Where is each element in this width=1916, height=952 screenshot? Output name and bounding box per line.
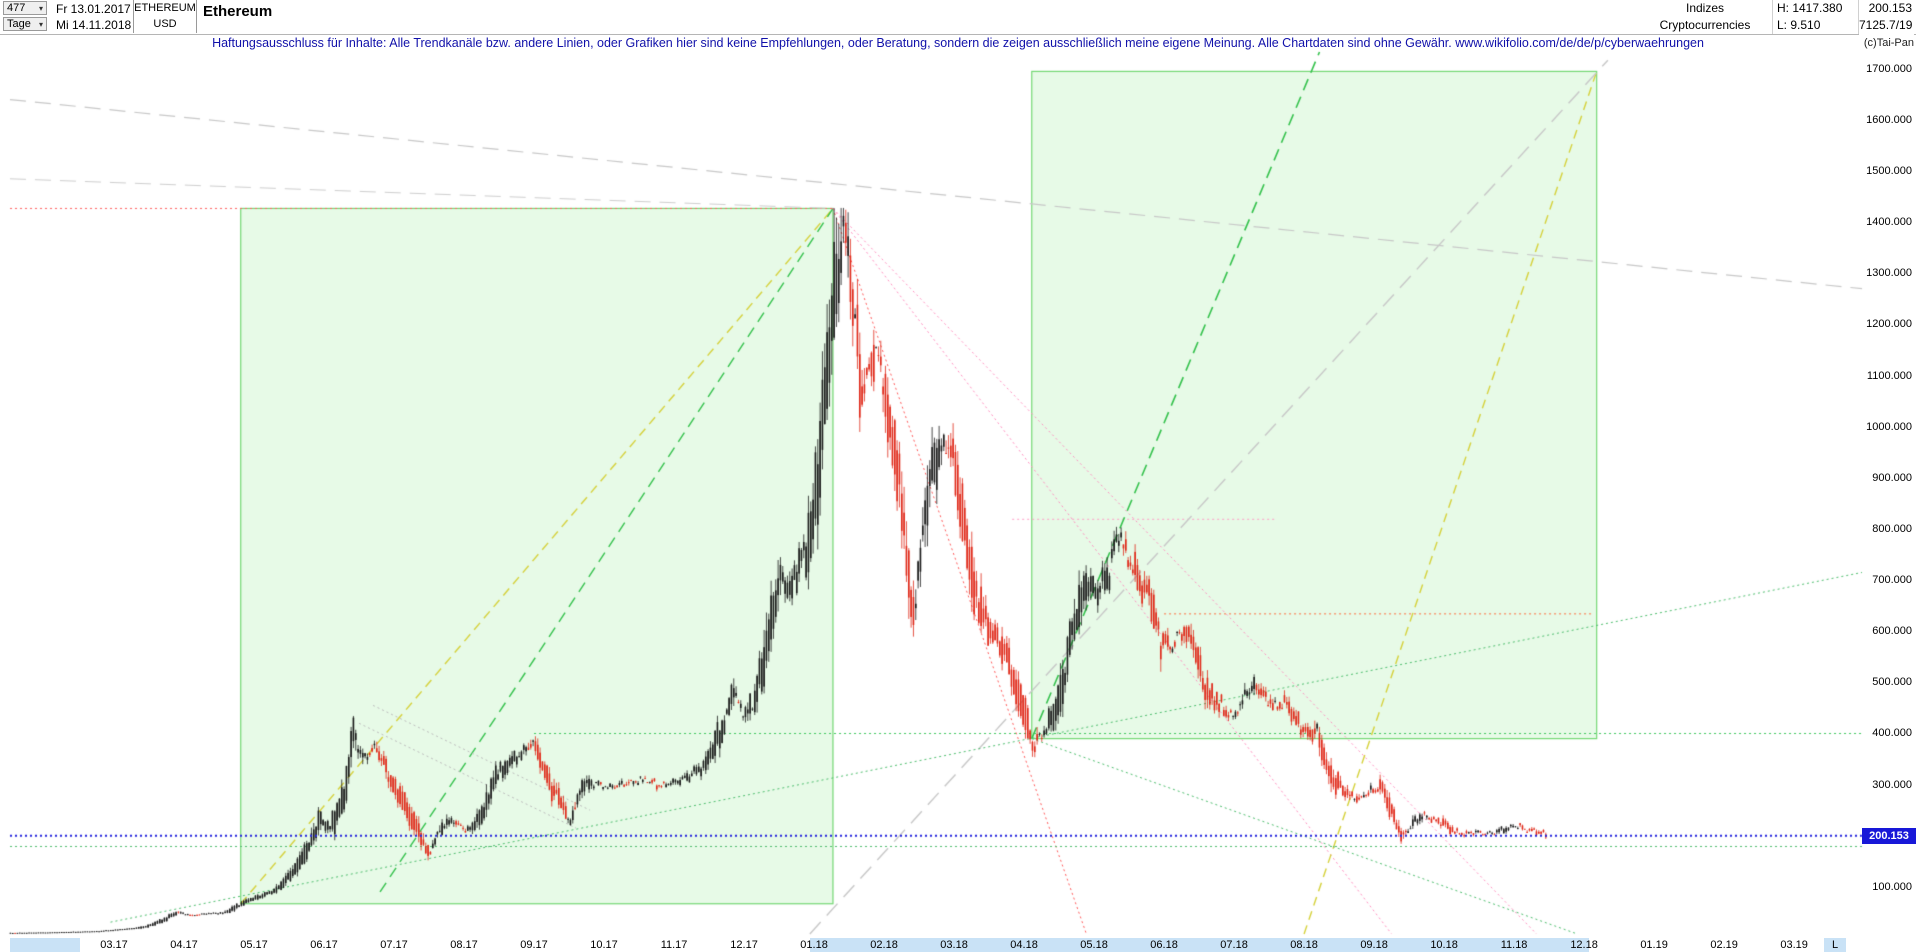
copyright-label: (c)Tai-Pan (1858, 34, 1914, 52)
time-axis: 03.17 04.17 05.17 06.17 07.17 08.17 09.17 10.17… (0, 938, 1916, 952)
symbol-name: ETHEREUM (134, 2, 196, 14)
first-bar-date: Fr 13.01.2017 (56, 2, 131, 16)
chevron-down-icon: ▾ (38, 3, 43, 13)
x-tick-label: 09.18 (1360, 939, 1388, 951)
x-tick-label: 02.18 (870, 939, 898, 951)
x-tick-label: 01.19 (1640, 939, 1668, 951)
x-tick-label: 03.19 (1780, 939, 1808, 951)
y-tick-label: 1600.000 (1866, 113, 1912, 126)
x-tick-label: 11.17 (660, 939, 688, 951)
x-tick-label: 02.19 (1710, 939, 1738, 951)
symbol-selector[interactable]: ETHEREUM USD (133, 0, 197, 33)
x-tick-label: 04.18 (1010, 939, 1038, 951)
high-low-info: H: 1417.380 L: 9.510 (1772, 0, 1863, 34)
period-dropdown[interactable]: Tage ▾ (3, 17, 47, 31)
price-axis: 100.000200.000300.000400.000500.000600.0… (1864, 0, 1916, 952)
bar-count-dropdown[interactable]: 477 ▾ (3, 1, 47, 15)
last-price-badge: 200.153 (1862, 827, 1916, 844)
y-tick-label: 800.000 (1872, 522, 1912, 535)
bar-count-value: 477 (7, 2, 26, 14)
y-tick-label: 500.000 (1872, 676, 1912, 689)
symbol-groups: Indizes Cryptocurrencies (1640, 0, 1770, 34)
x-tick-label: 05.18 (1080, 939, 1108, 951)
y-tick-label: 900.000 (1872, 471, 1912, 484)
x-tick-label: 07.17 (380, 939, 408, 951)
y-tick-label: 100.000 (1872, 880, 1912, 893)
y-tick-label: 400.000 (1872, 727, 1912, 740)
y-tick-label: 300.000 (1872, 778, 1912, 791)
x-tick-label: 10.17 (590, 939, 618, 951)
chart-title: Ethereum (203, 3, 273, 20)
x-tick-label: 09.17 (520, 939, 548, 951)
x-tick-label: 10.18 (1430, 939, 1458, 951)
x-tick-label: 03.17 (100, 939, 128, 951)
time-axis-highlight (809, 938, 1589, 952)
last-price-info: 200.153 7125.7/19 (1858, 0, 1914, 34)
x-tick-label: 05.17 (240, 939, 268, 951)
y-tick-label: 700.000 (1872, 574, 1912, 587)
y-tick-label: 1300.000 (1866, 267, 1912, 280)
period-value: Tage (7, 18, 31, 30)
y-tick-label: 1500.000 (1866, 165, 1912, 178)
x-tick-label: 11.18 (1500, 939, 1528, 951)
time-axis-highlight (10, 938, 80, 952)
x-tick-label: 06.17 (310, 939, 338, 951)
disclaimer-text: Haftungsausschluss für Inhalte: Alle Tre… (212, 36, 1704, 50)
header-toolbar: 477 ▾ Fr 13.01.2017 Tage ▾ Mi 14.11.2018… (0, 0, 1916, 35)
y-tick-label: 600.000 (1872, 625, 1912, 638)
x-tick-label: 04.17 (170, 939, 198, 951)
last-bar-date: Mi 14.11.2018 (56, 18, 132, 32)
volume-value: 7125.7/19 (1859, 18, 1913, 32)
symbol-currency: USD (153, 18, 177, 30)
x-tick-label: 06.18 (1150, 939, 1178, 951)
high-value: H: 1417.380 (1777, 1, 1843, 15)
crypto-group-label: Cryptocurrencies (1659, 18, 1751, 32)
x-tick-label: 08.18 (1290, 939, 1318, 951)
low-value: L: 9.510 (1777, 18, 1821, 32)
disclaimer-bar: Haftungsausschluss für Inhalte: Alle Tre… (0, 34, 1916, 52)
x-tick-label: 01.18 (800, 939, 828, 951)
y-tick-label: 1700.000 (1866, 62, 1912, 75)
y-tick-label: 1200.000 (1866, 318, 1912, 331)
y-tick-label: 1000.000 (1866, 420, 1912, 433)
x-tick-label: 08.17 (450, 939, 478, 951)
index-group-label: Indizes (1685, 1, 1725, 15)
x-tick-label: 07.18 (1220, 939, 1248, 951)
chevron-down-icon: ▾ (38, 19, 43, 29)
x-tick-label: 03.18 (940, 939, 968, 951)
x-tick-label: 12.17 (730, 939, 758, 951)
last-price: 200.153 (1868, 1, 1912, 15)
y-tick-label: 1400.000 (1866, 216, 1912, 229)
x-tick-label: 12.18 (1570, 939, 1598, 951)
log-scale-toggle[interactable]: L (1824, 938, 1846, 952)
y-tick-label: 1100.000 (1866, 369, 1912, 382)
